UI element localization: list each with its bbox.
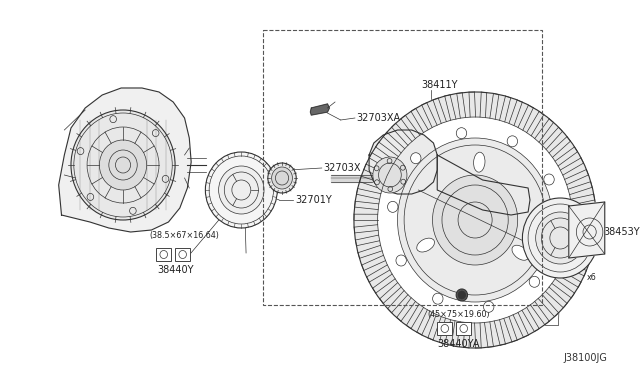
Circle shape	[219, 166, 264, 214]
Polygon shape	[437, 155, 530, 215]
Ellipse shape	[474, 152, 485, 172]
Circle shape	[397, 138, 553, 302]
Bar	[456, 322, 471, 335]
Text: 32703X: 32703X	[324, 163, 361, 173]
Circle shape	[71, 110, 175, 220]
Text: (38.5×67×16.64): (38.5×67×16.64)	[150, 231, 220, 240]
Polygon shape	[369, 130, 437, 194]
Text: 38440YA: 38440YA	[437, 339, 479, 349]
Text: 38453Y: 38453Y	[603, 227, 639, 237]
Bar	[264, 30, 542, 305]
Circle shape	[544, 174, 554, 185]
Text: ×10: ×10	[470, 292, 491, 302]
Circle shape	[456, 289, 468, 301]
Ellipse shape	[512, 245, 529, 260]
Circle shape	[507, 136, 518, 147]
Circle shape	[522, 198, 598, 278]
Bar	[437, 322, 452, 335]
Bar	[156, 248, 172, 261]
Polygon shape	[354, 92, 596, 348]
Circle shape	[271, 167, 292, 189]
Circle shape	[536, 212, 585, 264]
Bar	[175, 248, 190, 261]
Circle shape	[411, 153, 421, 164]
Circle shape	[268, 163, 296, 193]
Circle shape	[205, 152, 277, 228]
Text: 38440Y: 38440Y	[157, 265, 194, 275]
Circle shape	[388, 201, 398, 212]
Text: 32703XA: 32703XA	[356, 113, 401, 123]
Ellipse shape	[417, 238, 435, 252]
Circle shape	[483, 301, 494, 312]
Circle shape	[99, 140, 147, 190]
Text: 32701Y: 32701Y	[295, 195, 332, 205]
Circle shape	[433, 175, 518, 265]
Circle shape	[456, 128, 467, 139]
Circle shape	[396, 255, 406, 266]
Circle shape	[529, 276, 540, 287]
Circle shape	[373, 157, 407, 193]
Text: (45×75×19.60): (45×75×19.60)	[428, 311, 490, 320]
Polygon shape	[59, 88, 191, 232]
Polygon shape	[569, 202, 605, 258]
Circle shape	[458, 291, 466, 299]
Text: x6: x6	[587, 273, 596, 282]
Circle shape	[433, 293, 443, 304]
Circle shape	[552, 228, 563, 239]
Text: 38411Y: 38411Y	[421, 80, 458, 90]
Text: J38100JG: J38100JG	[563, 353, 607, 363]
Polygon shape	[310, 104, 330, 115]
